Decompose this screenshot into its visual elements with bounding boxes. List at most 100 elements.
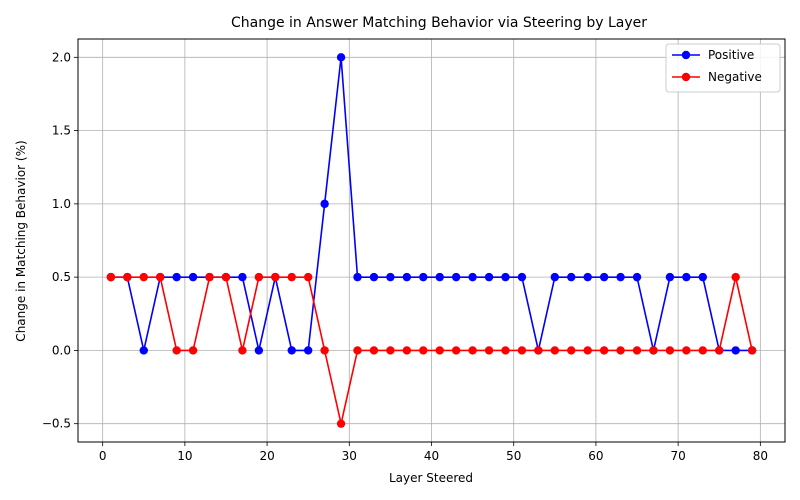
data-point-positive	[731, 346, 740, 355]
data-point-positive	[501, 272, 510, 282]
data-point-negative	[139, 272, 148, 282]
legend: Positive Negative	[665, 43, 781, 93]
x-tick-label: 80	[753, 449, 768, 463]
data-point-positive	[567, 272, 576, 282]
data-point-negative	[567, 346, 576, 355]
data-point-negative	[715, 346, 724, 355]
data-point-negative	[419, 346, 428, 355]
data-point-negative	[156, 272, 165, 282]
data-point-positive	[665, 272, 675, 282]
y-tick-label: 2.0	[52, 50, 71, 64]
data-point-negative	[484, 346, 494, 355]
data-point-negative	[468, 346, 477, 355]
data-point-negative	[402, 346, 412, 355]
data-point-negative	[106, 272, 116, 282]
data-point-positive	[254, 346, 264, 355]
data-point-negative	[303, 272, 313, 282]
data-point-negative	[188, 346, 198, 355]
data-point-negative	[599, 346, 609, 355]
data-point-negative	[501, 346, 510, 355]
data-point-positive	[599, 272, 609, 282]
data-point-positive	[435, 272, 444, 282]
data-point-positive	[419, 272, 428, 282]
data-point-negative	[221, 272, 231, 282]
data-point-positive	[402, 272, 412, 282]
data-point-positive	[682, 272, 691, 282]
legend-item-positive: Positive	[672, 48, 754, 62]
data-point-negative	[583, 346, 592, 355]
series-layer	[106, 53, 757, 428]
y-tick-label: 1.0	[52, 197, 71, 211]
legend-marker	[681, 72, 691, 82]
data-point-negative	[698, 346, 707, 355]
data-point-positive	[484, 272, 494, 282]
data-point-negative	[271, 272, 280, 282]
y-tick-label: 1.5	[52, 124, 71, 138]
data-point-negative	[682, 346, 691, 355]
data-point-negative	[616, 346, 625, 355]
x-tick-label: 70	[670, 449, 685, 463]
x-tick-label: 0	[99, 449, 107, 463]
data-point-positive	[320, 199, 329, 209]
data-point-positive	[583, 272, 592, 282]
data-point-positive	[468, 272, 477, 282]
series-line-negative	[110, 276, 753, 425]
x-axis-label: Layer Steered	[389, 471, 473, 485]
data-point-negative	[747, 346, 757, 355]
data-point-negative	[336, 419, 346, 428]
data-point-negative	[550, 346, 560, 355]
data-point-negative	[353, 346, 362, 355]
data-point-negative	[731, 272, 740, 282]
legend-marker	[681, 50, 691, 60]
data-point-negative	[665, 346, 675, 355]
data-point-negative	[320, 346, 329, 355]
y-tick-label: 0.5	[52, 270, 71, 284]
legend-item-negative: Negative	[672, 70, 762, 84]
y-tick-label: −0.5	[42, 417, 71, 431]
x-tick-label: 20	[259, 449, 274, 463]
data-point-negative	[287, 272, 296, 282]
x-tick-label: 60	[588, 449, 603, 463]
data-point-positive	[172, 272, 181, 282]
data-point-negative	[435, 346, 444, 355]
data-point-positive	[386, 272, 395, 282]
data-point-negative	[238, 346, 247, 355]
data-point-positive	[550, 272, 560, 282]
data-point-negative	[386, 346, 395, 355]
data-point-positive	[287, 346, 296, 355]
data-point-negative	[649, 346, 658, 355]
data-point-negative	[205, 272, 214, 282]
chart-title: Change in Answer Matching Behavior via S…	[231, 15, 647, 31]
legend-box	[665, 43, 781, 93]
legend-label: Negative	[708, 70, 762, 84]
data-point-negative	[632, 346, 642, 355]
x-tick-label: 10	[177, 449, 192, 463]
y-tick-label: 0.0	[52, 343, 71, 357]
data-point-negative	[517, 346, 527, 355]
y-axis-label: Change in Matching Behavior (%)	[14, 140, 28, 341]
data-point-positive	[698, 272, 707, 282]
data-point-negative	[369, 346, 379, 355]
data-point-positive	[188, 272, 198, 282]
series-negative	[106, 272, 757, 428]
data-point-positive	[632, 272, 642, 282]
data-point-positive	[336, 53, 346, 62]
data-point-positive	[303, 346, 313, 355]
data-point-positive	[369, 272, 379, 282]
axis-ticks: 0 10 20 30 40 50 60 70 80 −0.5 0.0 0.5 1.0 1.5 2.0	[42, 50, 768, 463]
data-point-negative	[254, 272, 264, 282]
data-point-positive	[517, 272, 527, 282]
data-point-positive	[139, 346, 148, 355]
x-tick-label: 30	[342, 449, 357, 463]
data-point-negative	[534, 346, 543, 355]
x-tick-label: 40	[424, 449, 439, 463]
data-point-negative	[451, 346, 461, 355]
data-point-positive	[238, 272, 247, 282]
x-tick-label: 50	[506, 449, 521, 463]
data-point-positive	[616, 272, 625, 282]
data-point-positive	[353, 272, 362, 282]
data-point-negative	[172, 346, 181, 355]
legend-label: Positive	[708, 48, 754, 62]
